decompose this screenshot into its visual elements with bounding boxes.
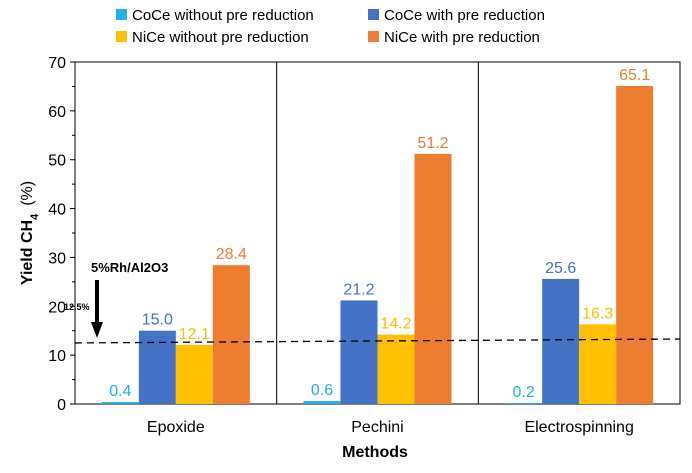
legend-label: CoCe without pre reduction [132, 7, 314, 24]
data-label: 15.0 [142, 312, 173, 329]
x-axis: Epoxide Pechini Electrospinning [147, 419, 634, 436]
reference-line [74, 338, 681, 344]
legend-swatch [368, 9, 379, 20]
y-tick-label: 30 [48, 250, 66, 267]
legend-swatch [116, 9, 127, 20]
bar [212, 265, 250, 404]
y-tick-label: 50 [48, 153, 66, 170]
data-label: 65.1 [619, 67, 650, 84]
data-label: 0.2 [513, 384, 535, 401]
legend-label: NiCe without pre reduction [132, 29, 309, 46]
y-tick-label: 0 [57, 397, 66, 414]
data-label: 25.6 [545, 260, 576, 277]
bar [138, 330, 176, 404]
legend-swatch [116, 31, 127, 42]
y-axis: 0 10 20 30 40 50 60 70 [48, 55, 75, 414]
bar [542, 278, 580, 404]
annotation-arrow-head [91, 322, 103, 338]
bar [616, 85, 654, 404]
bars: 0.4 15.0 12.1 28.4 0.6 21.2 14.2 51.2 0.2 25.6 16.… [101, 67, 654, 404]
y-tick-label: 60 [48, 104, 66, 121]
y-tick-label: 20 [48, 299, 66, 316]
legend-label: CoCe with pre reduction [384, 7, 545, 24]
x-axis-title: Methods [342, 444, 408, 461]
reference-annotation: 5%Rh/Al2O3 [91, 260, 168, 275]
bar [505, 403, 543, 404]
bar [377, 334, 415, 404]
data-label: 51.2 [417, 135, 448, 152]
bar [340, 300, 378, 404]
x-tick-label: Pechini [351, 419, 403, 436]
x-tick-label: Electrospinning [524, 419, 633, 436]
reference-line-group: 5%Rh/Al2O3 12.5% [64, 260, 681, 344]
bar [175, 344, 213, 404]
reference-value-annotation: 12.5% [64, 302, 90, 312]
data-label: 0.6 [311, 382, 333, 399]
legend: CoCe without pre reduction CoCe with pre … [116, 7, 545, 46]
y-tick-label: 40 [48, 202, 66, 219]
data-label: 28.4 [216, 246, 247, 263]
bar [579, 324, 617, 404]
y-tick-label: 70 [48, 55, 66, 72]
data-label: 12.1 [179, 326, 210, 343]
data-label: 21.2 [343, 281, 374, 298]
legend-swatch [368, 31, 379, 42]
y-tick-label: 10 [48, 348, 66, 365]
legend-label: NiCe with pre reduction [384, 29, 540, 46]
y-axis-title: Yield CH4(%) [19, 181, 41, 285]
bar [101, 402, 139, 404]
bar [303, 401, 341, 404]
data-label: 16.3 [582, 305, 613, 322]
x-tick-label: Epoxide [147, 419, 205, 436]
data-label: 0.4 [109, 383, 131, 400]
bar [414, 153, 452, 404]
data-label: 14.2 [380, 316, 411, 333]
